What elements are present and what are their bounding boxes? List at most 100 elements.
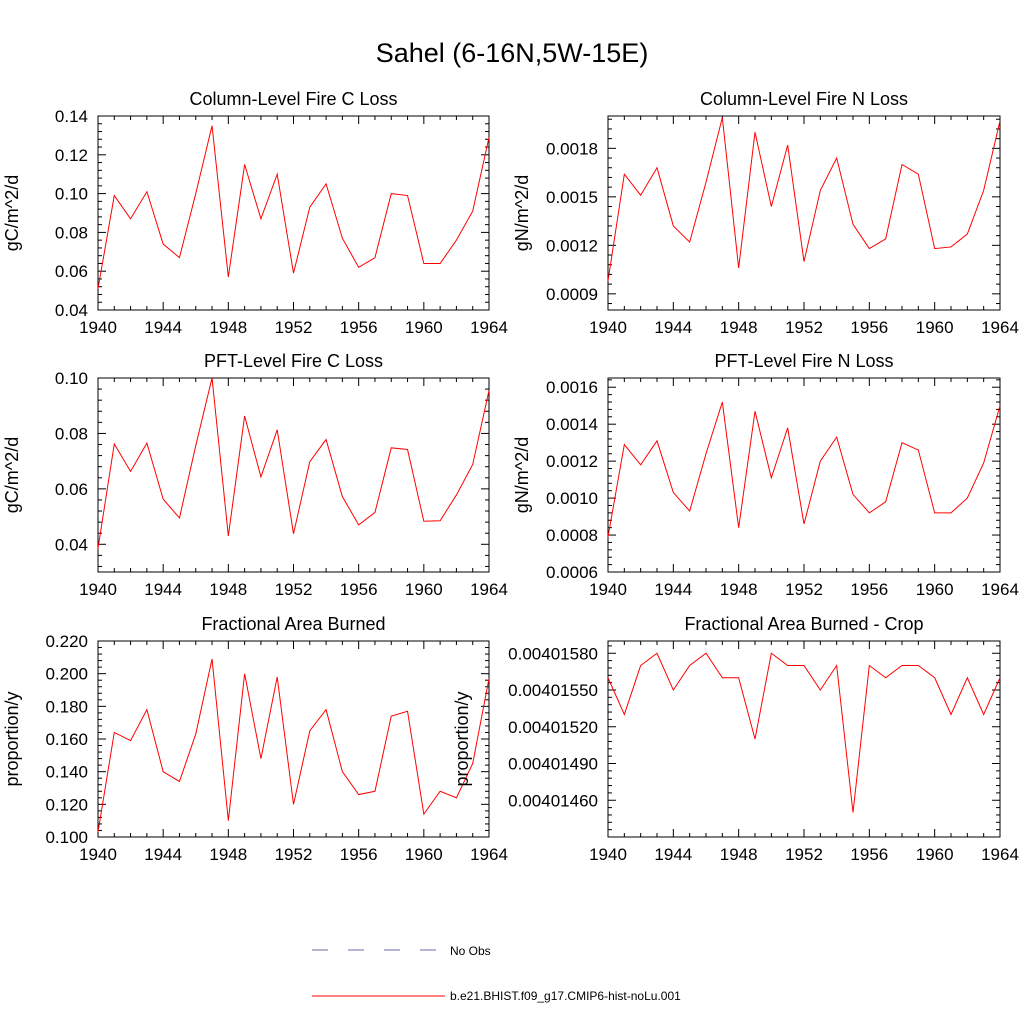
x-tick-label: 1960 bbox=[916, 845, 954, 864]
x-tick-label: 1944 bbox=[144, 318, 182, 337]
chart-panel-2: 1940 1944 1948 1952 1956 1960 1964 0.0009 0.0012… bbox=[512, 89, 1019, 337]
y-axis-label: gN/m^2/d bbox=[512, 437, 532, 513]
series-line bbox=[607, 401, 1001, 537]
x-tick-label: 1956 bbox=[340, 318, 378, 337]
x-tick-label: 1956 bbox=[850, 318, 888, 337]
plot-frame bbox=[607, 115, 1001, 311]
y-axis-label: gC/m^2/d bbox=[2, 175, 22, 251]
x-tick-label: 1956 bbox=[340, 580, 378, 599]
x-tick-label: 1956 bbox=[850, 580, 888, 599]
y-tick-label: 0.08 bbox=[55, 424, 88, 443]
chart-panel-4: 1940 1944 1948 1952 1956 1960 1964 0.0006 0.0008… bbox=[512, 351, 1019, 599]
x-tick-label: 1948 bbox=[720, 845, 758, 864]
y-tick-label: 0.220 bbox=[45, 632, 88, 651]
x-tick-label: 1952 bbox=[785, 318, 823, 337]
y-tick-label: 0.00401490 bbox=[508, 755, 598, 774]
series-line bbox=[607, 652, 1001, 813]
x-tick-label: 1948 bbox=[720, 580, 758, 599]
x-tick-label: 1952 bbox=[275, 580, 313, 599]
y-tick-label: 0.120 bbox=[45, 795, 88, 814]
series-line bbox=[97, 658, 490, 833]
y-tick-label: 0.08 bbox=[55, 223, 88, 242]
y-tick-label: 0.0006 bbox=[546, 563, 598, 582]
y-tick-label: 0.12 bbox=[55, 146, 88, 165]
x-tick-label: 1952 bbox=[785, 580, 823, 599]
panel-title: Fractional Area Burned - Crop bbox=[684, 614, 923, 634]
x-tick-label: 1964 bbox=[470, 318, 508, 337]
y-axis-label: proportion/y bbox=[452, 691, 472, 786]
panel-title: Fractional Area Burned bbox=[201, 614, 385, 634]
y-tick-label: 0.160 bbox=[45, 730, 88, 749]
x-tick-label: 1952 bbox=[275, 845, 313, 864]
y-axis-label: gN/m^2/d bbox=[512, 175, 532, 251]
y-tick-label: 0.180 bbox=[45, 697, 88, 716]
y-tick-label: 0.04 bbox=[55, 535, 88, 554]
x-tick-label: 1944 bbox=[654, 318, 692, 337]
legend-model-label: b.e21.BHIST.f09_g17.CMIP6-hist-noLu.001 bbox=[450, 989, 681, 1003]
x-tick-label: 1956 bbox=[340, 845, 378, 864]
plot-frame bbox=[607, 377, 1001, 573]
x-tick-label: 1952 bbox=[785, 845, 823, 864]
x-tick-label: 1948 bbox=[209, 318, 247, 337]
y-tick-label: 0.04 bbox=[55, 301, 88, 320]
x-tick-label: 1940 bbox=[79, 318, 117, 337]
y-tick-label: 0.10 bbox=[55, 369, 88, 388]
y-tick-label: 0.140 bbox=[45, 763, 88, 782]
y-tick-label: 0.0015 bbox=[546, 188, 598, 207]
x-tick-label: 1944 bbox=[144, 580, 182, 599]
x-tick-label: 1960 bbox=[405, 580, 443, 599]
y-tick-label: 0.0009 bbox=[546, 285, 598, 304]
x-tick-label: 1952 bbox=[275, 318, 313, 337]
panel-title: PFT-Level Fire N Loss bbox=[714, 351, 893, 371]
chart-panel-5: 1940 1944 1948 1952 1956 1960 1964 0.100 0.120 0.… bbox=[2, 614, 508, 864]
x-tick-label: 1940 bbox=[589, 318, 627, 337]
x-tick-label: 1964 bbox=[981, 318, 1019, 337]
y-tick-label: 0.00401580 bbox=[508, 644, 598, 663]
x-tick-label: 1964 bbox=[981, 580, 1019, 599]
x-tick-label: 1948 bbox=[720, 318, 758, 337]
x-tick-label: 1944 bbox=[144, 845, 182, 864]
y-tick-label: 0.10 bbox=[55, 185, 88, 204]
series-line bbox=[97, 377, 490, 549]
x-tick-label: 1940 bbox=[589, 845, 627, 864]
x-tick-label: 1956 bbox=[850, 845, 888, 864]
x-tick-label: 1964 bbox=[470, 845, 508, 864]
plot-frame bbox=[97, 640, 490, 838]
panel-title: Column-Level Fire C Loss bbox=[189, 89, 397, 109]
figure-title: Sahel (6-16N,5W-15E) bbox=[375, 38, 649, 68]
series-line bbox=[607, 117, 1001, 281]
x-tick-label: 1948 bbox=[209, 845, 247, 864]
x-tick-label: 1964 bbox=[470, 580, 508, 599]
chart-panel-6: 1940 1944 1948 1952 1956 1960 1964 0.00401460 0.… bbox=[452, 614, 1019, 864]
y-tick-label: 0.0010 bbox=[546, 489, 598, 508]
y-tick-label: 0.0014 bbox=[546, 415, 598, 434]
x-tick-label: 1960 bbox=[916, 580, 954, 599]
chart-panel-1: 1940 1944 1948 1952 1956 1960 1964 0.04 0.06 0.08… bbox=[2, 89, 508, 337]
y-tick-label: 0.00401550 bbox=[508, 681, 598, 700]
x-tick-label: 1944 bbox=[654, 580, 692, 599]
y-tick-label: 0.200 bbox=[45, 665, 88, 684]
y-tick-label: 0.14 bbox=[55, 107, 88, 126]
y-tick-label: 0.00401520 bbox=[508, 718, 598, 737]
x-tick-label: 1940 bbox=[589, 580, 627, 599]
chart-panel-3: 1940 1944 1948 1952 1956 1960 1964 0.04 0.06 0.08… bbox=[2, 351, 508, 599]
panel-title: PFT-Level Fire C Loss bbox=[204, 351, 383, 371]
legend: No Obs b.e21.BHIST.f09_g17.CMIP6-hist-noL… bbox=[312, 944, 681, 1003]
y-tick-label: 0.100 bbox=[45, 828, 88, 847]
y-tick-label: 0.06 bbox=[55, 480, 88, 499]
plot-frame bbox=[607, 640, 1001, 838]
panel-title: Column-Level Fire N Loss bbox=[700, 89, 908, 109]
x-tick-label: 1940 bbox=[79, 580, 117, 599]
x-tick-label: 1964 bbox=[981, 845, 1019, 864]
y-tick-label: 0.06 bbox=[55, 262, 88, 281]
y-tick-label: 0.0018 bbox=[546, 139, 598, 158]
y-tick-label: 0.0016 bbox=[546, 378, 598, 397]
y-axis-label: proportion/y bbox=[2, 691, 22, 786]
x-tick-label: 1944 bbox=[654, 845, 692, 864]
x-tick-label: 1948 bbox=[209, 580, 247, 599]
y-tick-label: 0.0008 bbox=[546, 526, 598, 545]
y-axis-label: gC/m^2/d bbox=[2, 437, 22, 513]
legend-obs-label: No Obs bbox=[450, 944, 491, 958]
x-tick-label: 1940 bbox=[79, 845, 117, 864]
